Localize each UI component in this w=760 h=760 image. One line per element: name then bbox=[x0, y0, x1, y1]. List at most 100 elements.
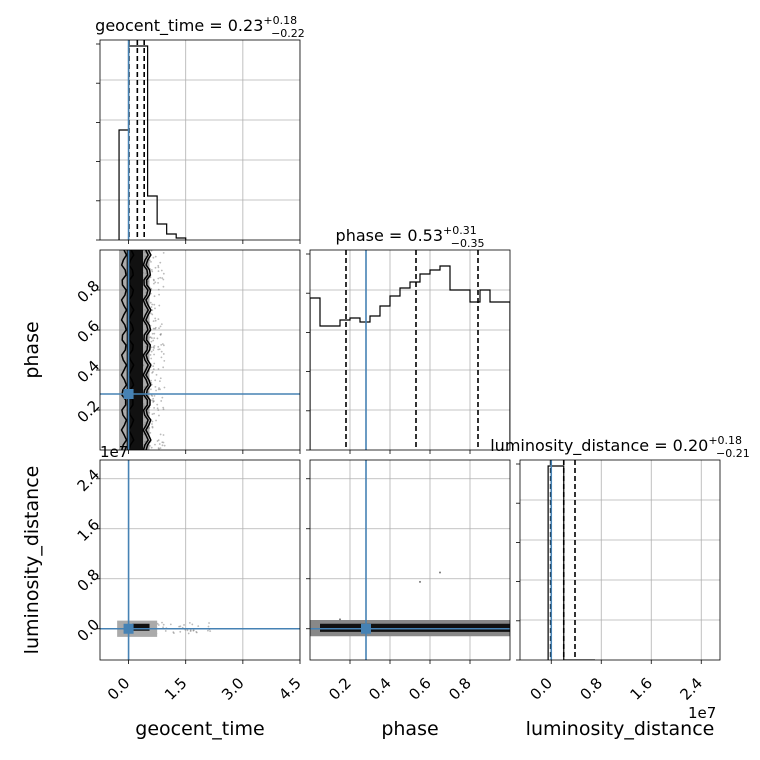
scatter-point bbox=[207, 629, 209, 632]
scatter-point bbox=[154, 281, 157, 284]
x-tick-label: 0.4 bbox=[365, 674, 395, 704]
x-tick-label: 3.0 bbox=[218, 674, 248, 704]
scatter-point bbox=[150, 446, 153, 449]
histogram-step-luminosity_distance bbox=[547, 465, 595, 660]
scatter-point bbox=[189, 630, 192, 633]
scatter-point bbox=[151, 426, 154, 429]
title-minus: −0.22 bbox=[271, 27, 305, 40]
density-core bbox=[320, 623, 510, 632]
scatter-point bbox=[209, 630, 212, 633]
scatter-point bbox=[154, 326, 157, 329]
scatter-point bbox=[152, 279, 155, 282]
scatter-point bbox=[149, 431, 152, 434]
scatter-point bbox=[439, 571, 441, 574]
scatter-point bbox=[160, 269, 163, 272]
scatter-point bbox=[172, 631, 175, 634]
y-tick-label: 0.6 bbox=[74, 317, 104, 347]
scatter-point bbox=[154, 319, 157, 322]
scatter-point bbox=[161, 277, 164, 279]
x-axis-label: geocent_time bbox=[135, 718, 264, 740]
hist-panel-geocent_time bbox=[100, 40, 300, 240]
title-plus: +0.18 bbox=[263, 14, 297, 27]
scatter-point bbox=[183, 624, 185, 626]
x-tick-label: 0.8 bbox=[445, 674, 475, 704]
scatter-point bbox=[157, 266, 160, 269]
scatter-point bbox=[157, 624, 160, 626]
scatter-point bbox=[208, 622, 210, 624]
scatter-point bbox=[161, 396, 164, 399]
scatter-point bbox=[150, 337, 153, 339]
scatter-point bbox=[149, 276, 152, 279]
scatter-point bbox=[150, 350, 153, 353]
x-tick-label: 0.2 bbox=[325, 674, 355, 704]
scatter-point bbox=[153, 412, 155, 415]
scatter-point bbox=[158, 304, 161, 307]
scatter-point bbox=[151, 309, 154, 312]
panel-frame bbox=[309, 459, 511, 661]
scatter-point bbox=[151, 303, 154, 306]
scatter-point bbox=[162, 251, 165, 254]
scatter-point bbox=[150, 306, 153, 308]
title-plus: +0.18 bbox=[708, 434, 742, 447]
panel-frame bbox=[309, 249, 511, 451]
scatter-point bbox=[162, 406, 165, 409]
scatter-point bbox=[160, 323, 163, 326]
scatter-point bbox=[153, 362, 156, 365]
scatter-point bbox=[153, 332, 156, 335]
y-tick-label: 2.4 bbox=[74, 465, 104, 495]
scatter-point bbox=[153, 282, 155, 285]
title-plus: +0.31 bbox=[443, 224, 477, 237]
scatter-point bbox=[152, 397, 155, 400]
scatter-point bbox=[157, 264, 160, 267]
contour-line bbox=[120, 250, 128, 450]
scatter-point bbox=[191, 623, 194, 626]
scatter-point bbox=[152, 368, 155, 371]
title-main: geocent_time = 0.23 bbox=[95, 16, 263, 36]
scatter-point bbox=[156, 337, 159, 340]
scatter-point bbox=[151, 420, 154, 423]
scatter-point bbox=[162, 408, 165, 411]
scatter-point bbox=[159, 377, 162, 380]
scatter-point bbox=[157, 277, 160, 280]
panel-title: luminosity_distance = 0.20+0.18 −0.21 bbox=[490, 434, 750, 460]
x-tick-label: 0.0 bbox=[104, 674, 134, 704]
scatter-point bbox=[154, 266, 157, 269]
hist-panel-phase bbox=[310, 250, 510, 450]
scatter-point bbox=[158, 414, 160, 417]
scatter-point bbox=[162, 272, 165, 275]
scatter-point bbox=[162, 278, 165, 281]
scatter-point bbox=[153, 406, 155, 409]
scatter-point bbox=[152, 349, 155, 351]
scatter-point bbox=[192, 629, 195, 632]
y-axis-label: phase bbox=[21, 321, 43, 378]
x-tick-label: 0.0 bbox=[526, 674, 556, 704]
panel-geocent_time-phase bbox=[100, 250, 300, 450]
scatter-point bbox=[150, 260, 152, 263]
scatter-point bbox=[156, 403, 159, 406]
scatter-point bbox=[157, 288, 160, 291]
scatter-point bbox=[150, 357, 153, 360]
scatter-point bbox=[179, 630, 182, 633]
scatter-point bbox=[152, 371, 154, 373]
offset-text: 1e7 bbox=[100, 443, 128, 461]
scatter-point bbox=[158, 443, 161, 445]
scatter-point bbox=[197, 625, 200, 628]
scatter-point bbox=[164, 630, 167, 632]
scatter-point bbox=[187, 632, 190, 635]
scatter-point bbox=[154, 307, 156, 310]
x-tick-label: 4.5 bbox=[275, 674, 305, 704]
scatter-point bbox=[163, 444, 166, 447]
scatter-point bbox=[162, 623, 165, 626]
scatter-point bbox=[150, 379, 152, 382]
scatter-point bbox=[339, 618, 341, 621]
scatter-point bbox=[161, 621, 163, 624]
panel-frame bbox=[99, 459, 301, 661]
scatter-point bbox=[155, 419, 157, 422]
scatter-point bbox=[153, 344, 156, 347]
scatter-point bbox=[157, 345, 160, 348]
panel-geocent_time-luminosity_distance bbox=[100, 460, 300, 660]
scatter-point bbox=[161, 343, 164, 345]
y-axis-label: luminosity_distance bbox=[21, 466, 43, 655]
truth-marker bbox=[123, 389, 134, 399]
scatter-point bbox=[149, 301, 152, 304]
